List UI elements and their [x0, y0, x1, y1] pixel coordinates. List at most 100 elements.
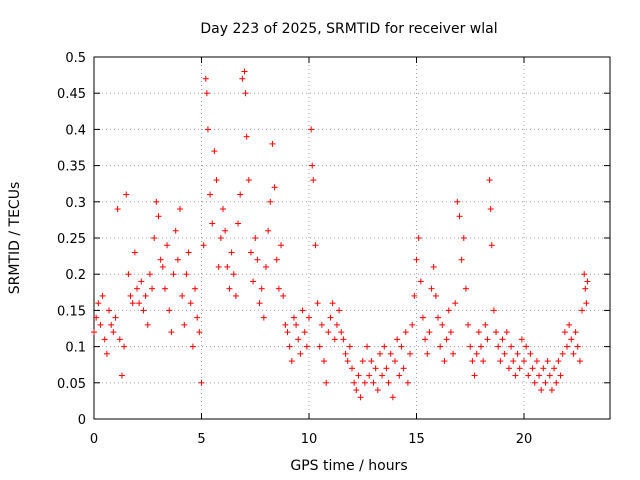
- data-point: [204, 126, 211, 133]
- data-point: [584, 278, 591, 285]
- data-point: [467, 343, 474, 350]
- data-point: [533, 358, 540, 365]
- data-point: [452, 300, 459, 307]
- y-tick-label: 0.05: [57, 377, 86, 392]
- data-point: [318, 321, 325, 328]
- data-point: [336, 307, 343, 314]
- data-point: [159, 263, 166, 270]
- data-point: [149, 285, 156, 292]
- data-point: [155, 213, 162, 220]
- data-point: [486, 177, 493, 184]
- y-tick-label: 0.2: [65, 268, 86, 283]
- data-point: [273, 256, 280, 263]
- data-point: [355, 372, 362, 379]
- data-point: [207, 191, 214, 198]
- data-point: [497, 358, 504, 365]
- data-point: [529, 365, 536, 372]
- data-point: [409, 321, 416, 328]
- data-point: [366, 372, 373, 379]
- data-point: [505, 365, 512, 372]
- data-point: [450, 350, 457, 357]
- data-point: [435, 314, 441, 321]
- data-point: [546, 372, 553, 379]
- data-point: [211, 148, 218, 155]
- data-point: [482, 321, 489, 328]
- data-point: [411, 292, 418, 299]
- data-point: [385, 379, 392, 386]
- data-point: [465, 321, 472, 328]
- data-point: [471, 372, 478, 379]
- data-point: [97, 321, 104, 328]
- data-point: [480, 358, 487, 365]
- x-tick-label: 10: [301, 432, 318, 447]
- data-point: [241, 68, 248, 75]
- y-tick-label: 0.4: [65, 123, 86, 138]
- data-point: [344, 358, 351, 365]
- data-point: [398, 343, 405, 350]
- data-point: [372, 365, 379, 372]
- data-point: [428, 285, 435, 292]
- data-point: [198, 379, 205, 386]
- data-point: [127, 292, 134, 299]
- data-point: [572, 329, 579, 336]
- data-point: [258, 285, 265, 292]
- data-point: [303, 343, 310, 350]
- data-point: [351, 379, 358, 386]
- data-point: [295, 336, 302, 343]
- data-point: [168, 329, 175, 336]
- data-point: [247, 249, 254, 256]
- data-point: [582, 285, 589, 292]
- data-point: [340, 336, 347, 343]
- data-point: [263, 263, 269, 270]
- data-point: [215, 263, 222, 270]
- data-point: [364, 343, 371, 350]
- data-point: [103, 350, 110, 357]
- data-point: [501, 350, 508, 357]
- data-point: [108, 321, 115, 328]
- data-point: [157, 256, 164, 263]
- data-point: [112, 314, 119, 321]
- data-point: [200, 242, 207, 249]
- y-tick-label: 0.35: [57, 160, 86, 175]
- data-point: [192, 285, 199, 292]
- data-point: [224, 263, 231, 270]
- data-point: [235, 220, 242, 227]
- y-tick-label: 0.15: [57, 304, 86, 319]
- data-point: [426, 329, 433, 336]
- data-point: [269, 140, 276, 147]
- data-point: [542, 379, 549, 386]
- data-point: [181, 321, 188, 328]
- data-points: [91, 68, 591, 401]
- data-point: [407, 350, 414, 357]
- data-point: [202, 75, 209, 82]
- data-point: [164, 242, 171, 249]
- data-point: [493, 329, 500, 336]
- data-point: [185, 249, 192, 256]
- data-point: [579, 307, 586, 314]
- data-point: [254, 256, 261, 263]
- data-point: [290, 314, 297, 321]
- y-tick-label: 0.45: [57, 87, 86, 102]
- data-point: [134, 285, 140, 292]
- data-point: [271, 184, 278, 191]
- data-point: [516, 365, 523, 372]
- data-point: [383, 365, 390, 372]
- data-point: [243, 133, 250, 140]
- data-point: [252, 235, 259, 241]
- data-point: [189, 343, 196, 350]
- data-point: [400, 365, 407, 372]
- data-point: [161, 285, 168, 292]
- data-point: [136, 300, 143, 307]
- data-point: [527, 350, 534, 357]
- data-point: [574, 343, 581, 350]
- data-point: [220, 206, 226, 213]
- data-point: [306, 314, 312, 321]
- data-point: [329, 300, 336, 307]
- data-point: [559, 350, 566, 357]
- data-point: [349, 365, 355, 372]
- data-point: [484, 336, 491, 343]
- data-point: [454, 198, 461, 205]
- data-point: [392, 358, 398, 365]
- data-point: [443, 336, 450, 343]
- y-tick-label: 0: [78, 413, 86, 428]
